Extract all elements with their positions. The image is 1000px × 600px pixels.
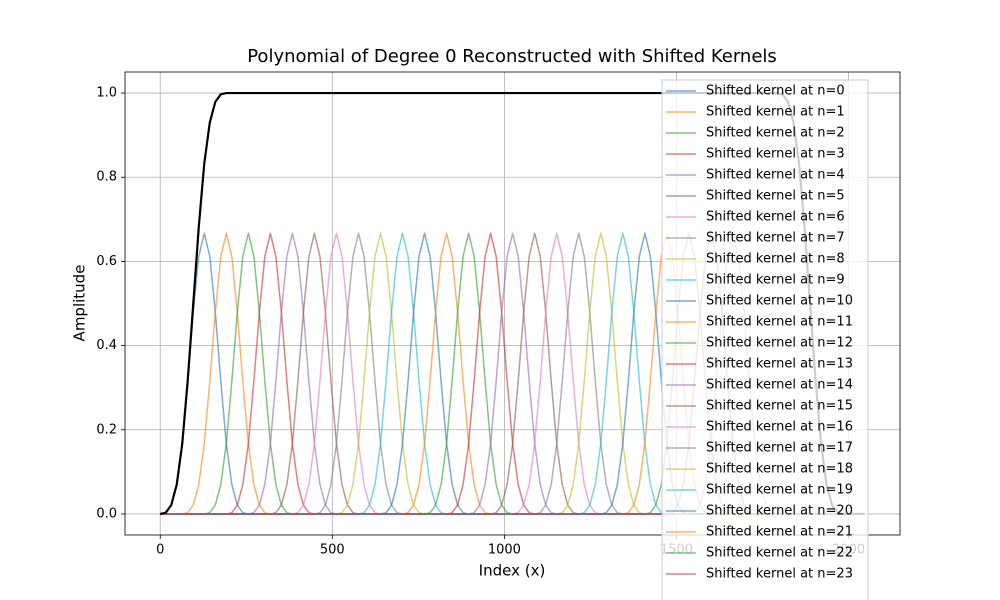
legend-label: Shifted kernel at n=0	[706, 84, 845, 99]
x-tick-label: 1000	[488, 543, 521, 558]
legend-label: Shifted kernel at n=4	[706, 168, 845, 183]
legend-label: Shifted kernel at n=1	[706, 105, 845, 120]
legend-label: Shifted kernel at n=6	[706, 210, 845, 225]
y-axis-label: Amplitude	[71, 265, 89, 342]
legend-label: Shifted kernel at n=10	[706, 294, 853, 309]
legend-label: Shifted kernel at n=23	[706, 567, 853, 582]
legend-label: Shifted kernel at n=21	[706, 525, 853, 540]
x-tick-label: 500	[320, 543, 345, 558]
y-tick-label: 0.0	[96, 506, 117, 521]
y-tick-label: 0.2	[96, 422, 117, 437]
plot-area	[159, 91, 865, 516]
legend-label: Shifted kernel at n=11	[706, 315, 853, 330]
axes-frame	[124, 71, 901, 536]
legend-label: Shifted kernel at n=7	[706, 231, 845, 246]
legend-label: Shifted kernel at n=5	[706, 189, 845, 204]
legend-label: Shifted kernel at n=14	[706, 378, 853, 393]
y-tick-label: 0.8	[96, 170, 117, 185]
legend-label: Shifted kernel at n=13	[706, 357, 853, 372]
legend-label: Shifted kernel at n=16	[706, 420, 853, 435]
y-tick-label: 0.4	[96, 338, 117, 353]
legend-box	[662, 80, 868, 600]
legend-label: Shifted kernel at n=15	[706, 399, 853, 414]
legend: Shifted kernel at n=0 Shifted kernel at n…	[661, 79, 869, 600]
legend-label: Shifted kernel at n=22	[706, 546, 853, 561]
legend-label: Shifted kernel at n=2	[706, 126, 845, 141]
legend-label: Shifted kernel at n=19	[706, 483, 853, 498]
legend-label: Shifted kernel at n=8	[706, 252, 845, 267]
x-tick-label: 0	[156, 543, 164, 558]
chart-title: Polynomial of Degree 0 Reconstructed wit…	[247, 46, 777, 67]
legend-label: Shifted kernel at n=9	[706, 273, 845, 288]
x-axis-label: Index (x)	[479, 562, 546, 580]
legend-label: Shifted kernel at n=17	[706, 441, 853, 456]
legend-label: Shifted kernel at n=18	[706, 462, 853, 477]
y-tick-label: 1.0	[96, 86, 117, 101]
legend-label: Shifted kernel at n=3	[706, 147, 845, 162]
y-tick-label: 0.6	[96, 254, 117, 269]
legend-frame	[661, 79, 869, 600]
legend-label: Shifted kernel at n=12	[706, 336, 853, 351]
legend-label: Shifted kernel at n=20	[706, 504, 853, 519]
